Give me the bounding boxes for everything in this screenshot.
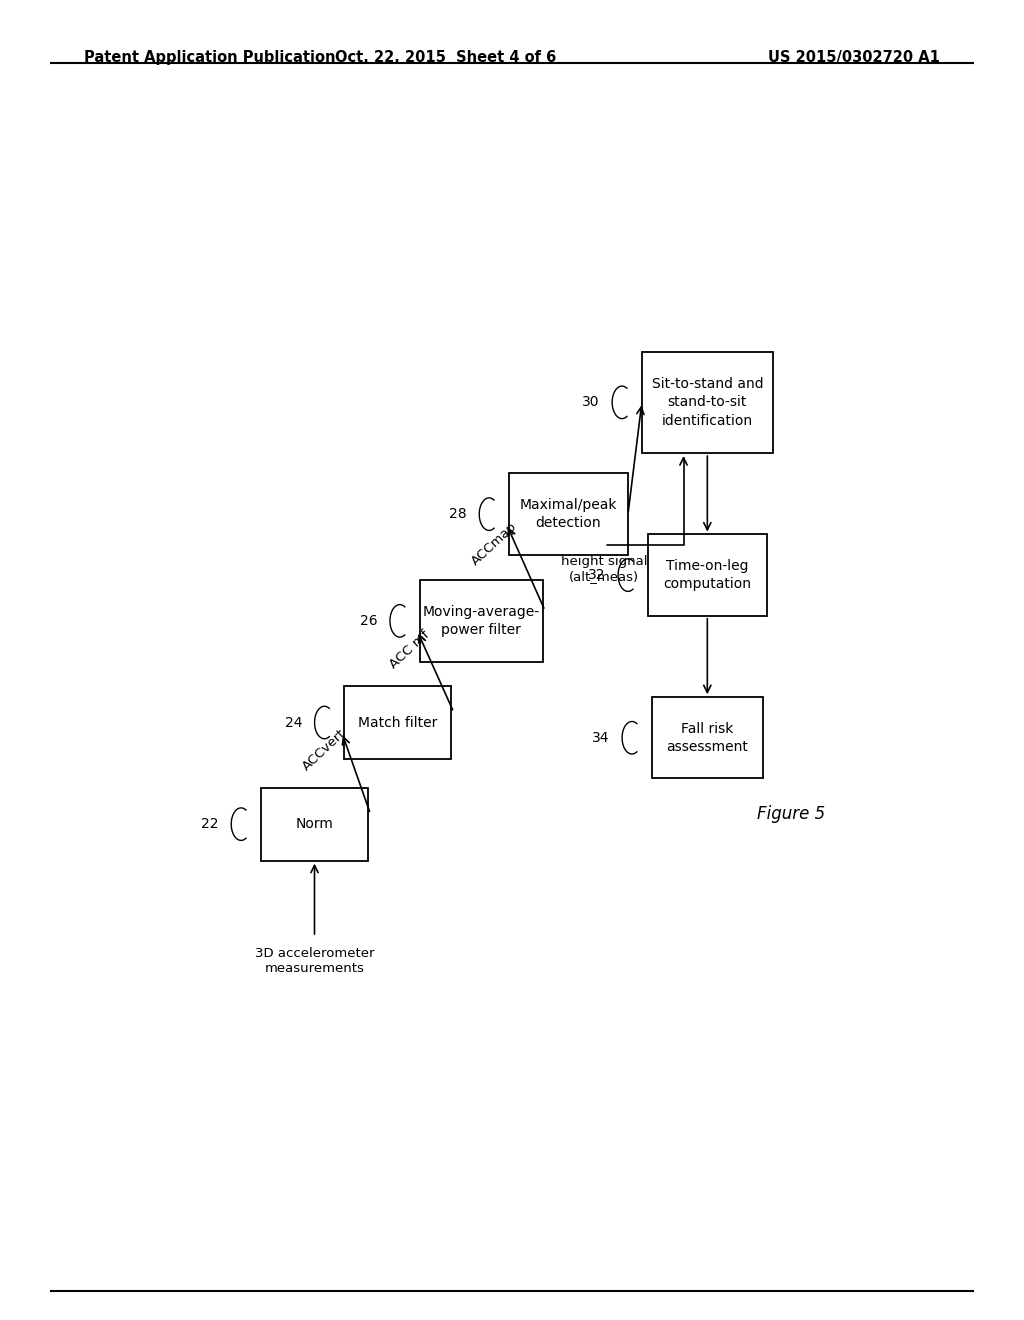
Text: ACCmap: ACCmap bbox=[469, 519, 520, 568]
Text: 24: 24 bbox=[285, 715, 302, 730]
Text: Norm: Norm bbox=[296, 817, 334, 832]
Text: US 2015/0302720 A1: US 2015/0302720 A1 bbox=[768, 50, 940, 65]
Text: Match filter: Match filter bbox=[358, 715, 437, 730]
Text: 34: 34 bbox=[592, 731, 609, 744]
Text: Sit-to-stand and
stand-to-sit
identification: Sit-to-stand and stand-to-sit identifica… bbox=[651, 378, 763, 428]
Bar bbox=[648, 535, 767, 616]
Text: Moving-average-
power filter: Moving-average- power filter bbox=[423, 605, 540, 638]
Text: 26: 26 bbox=[360, 614, 378, 628]
Text: ACCvert: ACCvert bbox=[300, 727, 349, 774]
Bar bbox=[509, 474, 628, 554]
Text: Figure 5: Figure 5 bbox=[757, 805, 824, 822]
Text: 30: 30 bbox=[583, 395, 600, 409]
Text: Time-on-leg
computation: Time-on-leg computation bbox=[664, 558, 752, 591]
Text: 22: 22 bbox=[202, 817, 219, 832]
Text: Oct. 22, 2015  Sheet 4 of 6: Oct. 22, 2015 Sheet 4 of 6 bbox=[335, 50, 556, 65]
Bar bbox=[420, 581, 543, 661]
Text: height signal
(alt_meas): height signal (alt_meas) bbox=[561, 554, 647, 583]
Text: ACC mf: ACC mf bbox=[387, 628, 432, 672]
Bar bbox=[261, 788, 368, 861]
Text: Patent Application Publication: Patent Application Publication bbox=[84, 50, 336, 65]
Text: 32: 32 bbox=[588, 568, 606, 582]
Bar bbox=[344, 686, 452, 759]
Bar bbox=[642, 351, 773, 453]
Text: 3D accelerometer
measurements: 3D accelerometer measurements bbox=[255, 948, 374, 975]
Text: Maximal/peak
detection: Maximal/peak detection bbox=[520, 498, 617, 531]
Bar bbox=[651, 697, 763, 779]
Text: 28: 28 bbox=[450, 507, 467, 521]
Text: Fall risk
assessment: Fall risk assessment bbox=[667, 722, 749, 754]
